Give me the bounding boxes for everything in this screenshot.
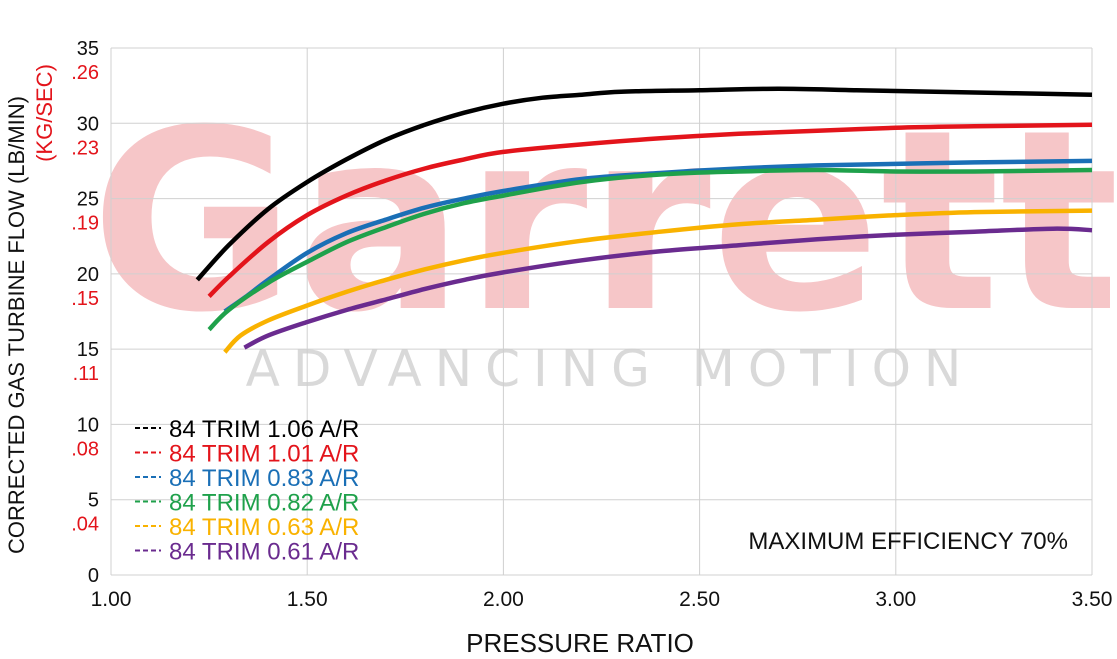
efficiency-annotation: MAXIMUM EFFICIENCY 70% [748, 528, 1068, 555]
series-lines [195, 86, 1093, 354]
y-secondary-tick-label: .04 [71, 514, 99, 536]
legend-label: 84 TRIM 0.82 A/R [169, 490, 359, 517]
y-tick-label: 30 [77, 113, 99, 135]
y-secondary-tick-label: .26 [71, 62, 99, 84]
y-tick-label: 20 [77, 264, 99, 286]
series-line [195, 86, 1093, 282]
legend: 84 TRIM 1.06 A/R84 TRIM 1.01 A/R84 TRIM … [135, 416, 359, 566]
y-tick-label: 15 [77, 339, 99, 361]
y-secondary-tick-label: .11 [73, 363, 99, 385]
x-axis-label: PRESSURE RATIO [466, 628, 694, 658]
y-tick-label: 35 [77, 38, 99, 60]
watermark-tagline: ADVANCING MOTION [246, 340, 975, 398]
y-tick-label: 10 [77, 414, 99, 436]
legend-label: 84 TRIM 0.83 A/R [169, 465, 359, 492]
y-secondary-tick-label: .23 [71, 137, 99, 159]
y-tick-label: 0 [88, 565, 99, 587]
y-tick-label: 25 [77, 189, 99, 211]
legend-label: 84 TRIM 1.06 A/R [169, 416, 359, 443]
legend-label: 84 TRIM 0.61 A/R [169, 539, 359, 566]
x-tick-label: 3.00 [875, 588, 916, 611]
axes: 1.00 1.50 2.00 2.50 3.00 3.50 0 5 10 15 20 25 30 35 .0… [71, 38, 1112, 611]
x-tick-label: 2.00 [483, 588, 524, 611]
x-tick-label: 1.00 [91, 588, 132, 611]
series-line [243, 226, 1093, 350]
series-line [223, 208, 1093, 354]
y-secondary-tick-label: .19 [71, 213, 99, 235]
y-tick-label: 5 [88, 490, 99, 512]
y-secondary-tick-label: .15 [71, 288, 99, 310]
legend-label: 84 TRIM 0.63 A/R [169, 514, 359, 541]
y-secondary-tick-label: .08 [71, 438, 99, 460]
legend-label: 84 TRIM 1.01 A/R [169, 441, 359, 468]
x-tick-label: 1.50 [287, 588, 328, 611]
watermark-brand: Garrett [90, 76, 1117, 367]
series-line [207, 122, 1093, 299]
y-axis-label: CORRECTED GAS TURBINE FLOW (LB/MIN) [4, 96, 29, 554]
y-axis-secondary-label: (KG/SEC) [32, 64, 57, 162]
x-tick-label: 3.50 [1072, 588, 1113, 611]
x-tick-label: 2.50 [679, 588, 720, 611]
series-line [223, 158, 1093, 314]
series-line [207, 167, 1093, 332]
grid-lines [110, 47, 1093, 576]
